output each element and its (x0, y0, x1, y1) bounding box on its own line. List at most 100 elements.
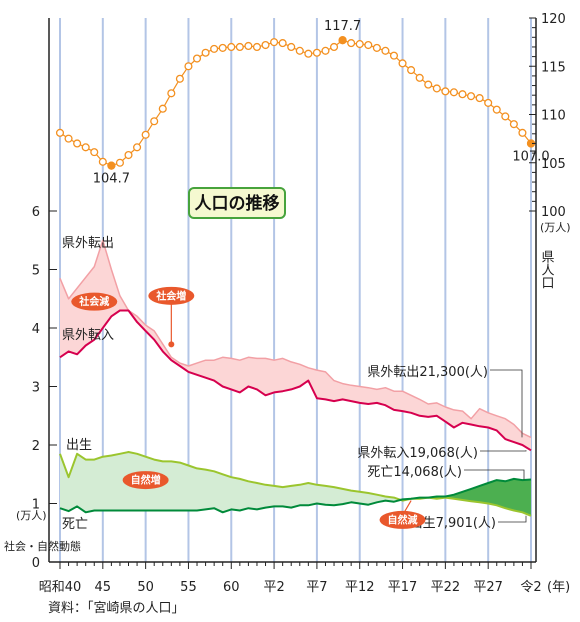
population-point (261, 40, 270, 50)
population-point (467, 92, 476, 101)
x-tick-label: 50 (137, 580, 154, 595)
in-migration-name: 県外転入 (62, 328, 114, 343)
population-point (449, 88, 458, 97)
population-point (252, 42, 262, 51)
left-tick-label: 1 (32, 498, 40, 513)
population-point (415, 73, 424, 82)
population-annotation: 117.7 (324, 19, 361, 34)
population-point (287, 42, 296, 51)
population-point (244, 41, 253, 51)
left-tick-label: 6 (32, 205, 40, 220)
population-point (141, 130, 150, 139)
population-series: 104.7 117.7 107.0 (55, 19, 550, 187)
population-point (184, 62, 193, 71)
x-tick-label: 60 (223, 580, 240, 595)
population-point (98, 157, 107, 166)
x-tick-label: 平22 (431, 580, 461, 595)
social-increase-area (60, 240, 531, 438)
leader-line (480, 450, 527, 452)
badge-oval (148, 286, 195, 305)
left-tick-label: 3 (32, 381, 40, 396)
x-axis-unit: (年) (547, 580, 570, 595)
out-migration-name: 県外転出 (62, 236, 114, 251)
population-point (210, 44, 219, 53)
population-point (509, 120, 518, 129)
right-axis-unit: (万人) (540, 221, 571, 234)
right-tick-label: 110 (541, 109, 566, 124)
series-lines (59, 239, 532, 517)
right-tick-label: 100 (541, 205, 566, 220)
leader-line (490, 369, 523, 438)
badge-label: 社会増 (155, 289, 186, 302)
population-point (124, 150, 133, 160)
population-line (59, 39, 532, 167)
left-tick-label: 0 (32, 556, 40, 571)
population-point (458, 90, 467, 99)
population-point (115, 158, 124, 167)
population-point (347, 39, 356, 48)
leader-line (464, 469, 525, 480)
badge-label: 自然減 (388, 513, 418, 526)
badge-label: 社会減 (78, 295, 109, 308)
population-point (295, 46, 304, 55)
population-point (321, 46, 330, 55)
deaths-legend: 死亡14,068(人) (367, 465, 462, 480)
badge-leader-dot (168, 341, 175, 348)
population-point (158, 104, 167, 113)
out-migration-legend: 県外転出21,300(人) (367, 365, 488, 380)
population-point (441, 87, 450, 96)
population-point (304, 49, 313, 58)
population-point (201, 48, 210, 57)
population-point (492, 105, 501, 114)
deaths-line (59, 477, 532, 514)
population-point (389, 51, 399, 60)
natural-increase-area (60, 452, 531, 513)
population-point (218, 43, 227, 52)
population-point (55, 128, 65, 137)
right-axis-label: 県人口 (539, 250, 555, 289)
population-point (81, 143, 90, 152)
x-tick-label: 令2 (520, 580, 541, 595)
population-point (364, 40, 373, 50)
badge-leader (402, 500, 412, 516)
population-marker (338, 36, 347, 45)
badge-oval (122, 471, 169, 490)
source-note: 資料：「宮崎県の人口」 (48, 600, 185, 616)
population-point (167, 89, 176, 98)
right-tick-label: 115 (541, 60, 566, 75)
left-tick-label: 4 (32, 322, 40, 337)
badge-label: 自然増 (131, 474, 161, 487)
out-migration-line (59, 239, 532, 439)
deaths-name: 死亡 (62, 517, 88, 532)
left-tick-label: 2 (32, 439, 40, 454)
births-name: 出生 (66, 438, 92, 453)
x-tick-label: 昭和40 (39, 580, 82, 595)
population-point (312, 48, 321, 57)
x-tick-label: 平12 (345, 580, 375, 595)
right-tick-label: 105 (541, 157, 566, 172)
x-tick-label: 平27 (473, 580, 503, 595)
x-tick-label: 45 (95, 580, 112, 595)
right-tick-label: 120 (541, 12, 566, 27)
population-point (424, 80, 433, 89)
population-point (407, 66, 416, 75)
population-marker (107, 161, 116, 170)
population-point (475, 94, 484, 103)
population-point (432, 84, 441, 93)
births-line (59, 451, 532, 517)
population-point (372, 43, 381, 52)
population-point (484, 98, 493, 107)
population-point (329, 42, 339, 51)
vertical-gridlines (59, 18, 532, 562)
x-tick-label: 55 (180, 580, 197, 595)
social-decrease-area (60, 240, 531, 451)
population-point (278, 39, 287, 48)
area-fills (60, 240, 531, 516)
population-point (90, 148, 99, 157)
badge-oval (71, 292, 118, 311)
population-point (381, 46, 390, 55)
population-point (235, 42, 244, 51)
in-migration-legend: 県外転入19,068(人) (357, 446, 478, 461)
population-point (175, 74, 184, 83)
